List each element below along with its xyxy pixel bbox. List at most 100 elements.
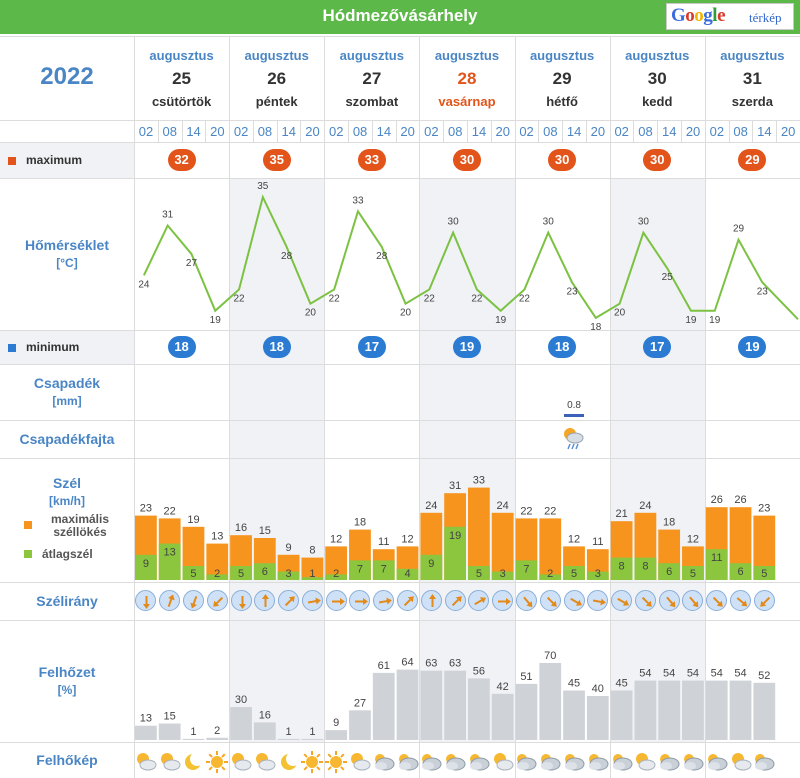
avg-wind-bar xyxy=(729,563,752,580)
cloud-image-label-text: Felhőkép xyxy=(36,752,98,768)
wind-direction-icon xyxy=(634,590,656,611)
row-divider xyxy=(0,582,800,583)
cloud-value-label: 16 xyxy=(259,709,271,721)
wind-dir-label-text: Szélirány xyxy=(36,593,98,609)
day-divider xyxy=(134,36,135,778)
day-weekday: vasárnap xyxy=(438,94,496,109)
minrow-shade xyxy=(0,330,134,364)
hour-label: 08 xyxy=(638,124,653,139)
hour-divider xyxy=(728,120,730,142)
cloud-bar xyxy=(586,696,609,740)
cloud-value-label: 54 xyxy=(639,668,651,680)
cloud-label-unit: [%] xyxy=(57,683,77,697)
wind-direction-icon xyxy=(254,590,276,611)
wind-direction-icon xyxy=(753,590,775,611)
gust-value-label: 24 xyxy=(639,500,651,512)
gust-bar xyxy=(491,512,514,580)
cloud-image-label: Felhőkép xyxy=(0,742,134,778)
wind-label-text: Szél xyxy=(52,475,81,491)
day-header: augusztus 30 kedd xyxy=(610,36,705,120)
cloud-value-label: 54 xyxy=(734,668,746,680)
cloud-bar xyxy=(753,682,776,740)
cloudy-icon xyxy=(752,750,776,774)
gust-value-label: 18 xyxy=(663,517,675,529)
avg-wind-value-label: 2 xyxy=(333,568,339,580)
day-divider xyxy=(324,36,326,778)
header-bar: Hódmezővásárhely Google térkép xyxy=(0,0,800,34)
precip-type-label-text: Csapadékfajta xyxy=(19,431,115,447)
min-legend-swatch xyxy=(8,344,16,352)
cloud-bar xyxy=(658,680,681,740)
temperature-point-label: 22 xyxy=(519,293,531,304)
temperature-point-label: 19 xyxy=(685,315,697,326)
hour-divider xyxy=(562,120,564,142)
gust-bar xyxy=(467,487,490,580)
min-legend-label: minimum xyxy=(26,340,80,354)
hour-label: 02 xyxy=(138,124,154,139)
hour-divider xyxy=(657,120,659,142)
avg-wind-value-label: 6 xyxy=(262,566,268,578)
hour-divider xyxy=(752,120,754,142)
day-divider xyxy=(514,36,516,778)
avg-wind-bar xyxy=(325,574,348,580)
avg-wind-value-label: 9 xyxy=(428,558,434,570)
hour-label: 20 xyxy=(210,124,225,139)
temperature-point-label: 23 xyxy=(757,286,769,297)
hour-divider xyxy=(252,120,254,142)
temperature-point-label: 20 xyxy=(400,308,412,319)
gust-value-label: 9 xyxy=(286,542,292,554)
row-divider xyxy=(0,420,800,421)
gust-value-label: 24 xyxy=(497,500,509,512)
cloud-bar xyxy=(135,725,157,740)
daily-min-badge: 18 xyxy=(548,336,577,358)
sun-cloud-icon xyxy=(491,750,515,774)
day-header: augusztus 27 szombat xyxy=(324,36,419,120)
wind-direction-icon xyxy=(563,590,585,611)
day-divider xyxy=(419,36,421,778)
daily-min-badge: 18 xyxy=(262,336,291,358)
gust-value-label: 22 xyxy=(544,505,556,517)
max-legend-swatch xyxy=(8,157,16,165)
temperature-label: Hőmérséklet [°C] xyxy=(0,178,134,330)
row-divider xyxy=(0,142,800,143)
cloud-value-label: 61 xyxy=(378,660,390,672)
wind-direction-icon xyxy=(182,590,204,611)
cloud-value-label: 9 xyxy=(333,717,339,729)
cloudy-icon xyxy=(657,750,681,774)
google-map-button[interactable]: Google térkép xyxy=(666,3,794,30)
hour-label: 02 xyxy=(519,124,534,139)
gust-value-label: 12 xyxy=(401,533,413,545)
hour-divider xyxy=(181,120,183,142)
cloudy-icon xyxy=(372,750,396,774)
sun-cloud-icon xyxy=(729,750,753,774)
day-divider xyxy=(229,36,231,778)
hour-label: 08 xyxy=(447,124,463,139)
maxrow-shade xyxy=(0,142,134,178)
gust-legend-label: maximális széllökés xyxy=(50,512,110,539)
gust-value-label: 33 xyxy=(473,475,485,487)
hour-label: 14 xyxy=(757,124,772,139)
row-divider xyxy=(0,330,800,331)
wind-direction-icon xyxy=(492,590,514,611)
cloud-value-label: 70 xyxy=(544,650,556,662)
hour-divider xyxy=(348,120,350,142)
daily-min-badge: 19 xyxy=(738,336,767,358)
avg-wind-bar xyxy=(277,571,300,580)
temperature-point-label: 19 xyxy=(709,315,721,326)
avg-wind-value-label: 2 xyxy=(214,568,220,580)
hour-divider xyxy=(538,120,540,142)
daily-max-badge: 33 xyxy=(357,149,386,171)
daily-max-badge: 29 xyxy=(738,149,767,171)
gust-bar xyxy=(729,507,752,580)
day-divider xyxy=(704,36,706,778)
gust-value-label: 11 xyxy=(592,536,603,548)
daily-max-badge: 30 xyxy=(548,149,577,171)
cloud-bar xyxy=(420,670,443,740)
temperature-point-label: 23 xyxy=(566,286,578,297)
sun-cloud-icon xyxy=(253,750,277,774)
cloud-bar xyxy=(230,707,252,740)
daily-max-badge: 30 xyxy=(452,149,481,171)
wind-direction-icon xyxy=(230,590,252,611)
sun-cloud-icon xyxy=(158,750,182,774)
hour-divider xyxy=(585,120,587,142)
